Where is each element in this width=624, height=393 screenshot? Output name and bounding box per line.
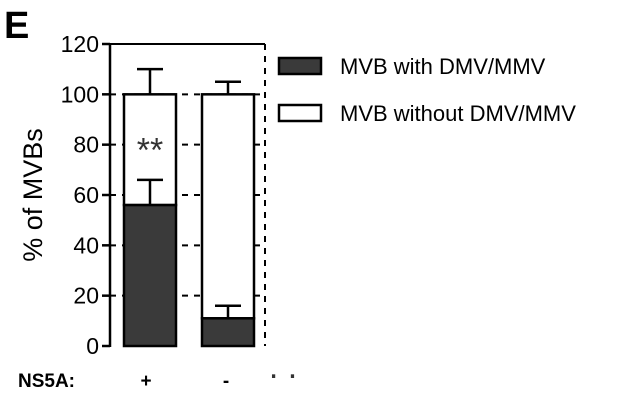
- y-tick-label: 100: [61, 81, 99, 107]
- y-tick-label: 20: [73, 283, 99, 309]
- category-label: -: [223, 371, 229, 392]
- legend-label: MVB without DMV/MMV: [340, 101, 576, 126]
- condition-label: NS5A:: [18, 371, 75, 392]
- bar-segment-with: [200, 317, 256, 348]
- significance-annotation: **: [137, 132, 163, 170]
- bar-segment-with: [122, 203, 178, 348]
- legend-swatch: [277, 103, 323, 123]
- extra-marks: . .: [269, 348, 297, 386]
- y-tick-label: 120: [61, 31, 99, 57]
- legend-swatch: [277, 56, 323, 76]
- legend: MVB with DMV/MMV MVB without DMV/MMV: [277, 54, 576, 126]
- y-axis: 0 20 40 60 80 100 120: [61, 31, 112, 359]
- y-tick-label: 60: [73, 182, 99, 208]
- legend-label: MVB with DMV/MMV: [340, 54, 546, 79]
- bar-segment-without: [200, 93, 256, 320]
- x-axis-labels: NS5A: + -: [18, 371, 229, 392]
- y-tick-label: 0: [86, 333, 99, 359]
- category-label: +: [140, 371, 151, 392]
- y-tick-label: 80: [73, 132, 99, 158]
- y-tick-label: 40: [73, 232, 99, 258]
- panel-letter: E: [4, 5, 29, 47]
- bars-group: **: [110, 43, 266, 348]
- y-axis-label: % of MVBs: [18, 128, 48, 262]
